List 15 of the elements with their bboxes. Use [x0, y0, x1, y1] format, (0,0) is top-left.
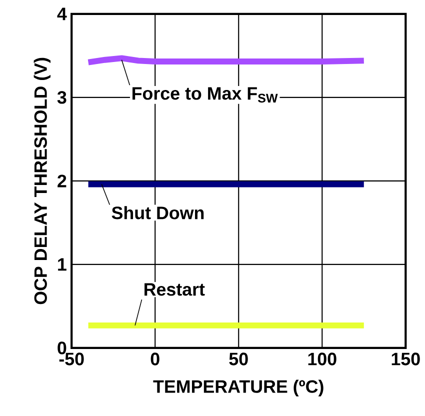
x-tick-label: 50 [229, 352, 248, 366]
y-tick-label: 0 [58, 342, 66, 354]
y-axis-title: OCP DELAY THRESHOLD (V) [34, 58, 51, 304]
annotation: Shut Down [112, 206, 204, 220]
y-tick-label: 1 [58, 258, 66, 271]
x-tick-label: -50 [59, 352, 84, 366]
annotation: Force to Max F$_{SW}$ [132, 87, 278, 103]
x-tick-label: 150 [392, 352, 420, 366]
y-tick-label: 4 [57, 8, 67, 20]
x-tick-label: 0 [150, 352, 160, 366]
y-tick-label: 2 [58, 174, 66, 188]
x-axis-title: TEMPERATURE (ºC) [153, 380, 324, 397]
y-tick-label: 3 [57, 91, 66, 104]
x-tick-label: 100 [308, 352, 336, 366]
annotation: Restart [144, 283, 205, 296]
